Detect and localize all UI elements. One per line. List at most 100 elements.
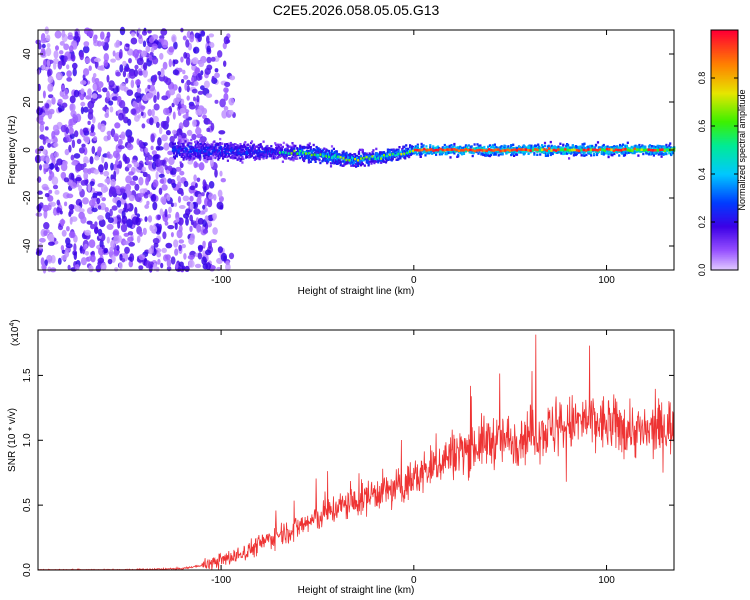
spectrogram-band-cell	[205, 152, 208, 155]
spectrogram-core-cell	[302, 151, 304, 154]
spectrogram-band-cell	[281, 145, 284, 149]
spectrogram-noise-cell	[156, 121, 160, 128]
spectrogram-noise-cell	[136, 106, 141, 114]
colorbar-cell	[711, 200, 738, 203]
spectrogram-noise-cell	[94, 221, 98, 227]
spectrogram-core-cell	[439, 147, 442, 151]
spectrogram-core-cell	[566, 148, 569, 152]
spectrogram-noise-cell	[228, 252, 235, 260]
spectrogram-noise-cell	[59, 210, 63, 215]
colorbar-cell	[711, 176, 738, 179]
spectrogram-band-cell	[624, 149, 627, 152]
spectrogram-noise-cell	[166, 258, 172, 268]
spectrogram-noise-cell	[57, 257, 62, 265]
spectrogram-band-cell	[478, 150, 481, 154]
spectrogram-noise-cell	[138, 254, 146, 261]
spectrogram-band-cell	[471, 154, 474, 158]
spectrogram-noise-cell	[142, 227, 147, 236]
spectrogram-core-cell	[365, 156, 368, 159]
spectrogram-band-cell	[212, 153, 215, 157]
spectrogram-noise-cell	[155, 171, 159, 180]
spectrogram-noise-cell	[97, 81, 104, 89]
spectrogram-band-cell	[193, 157, 196, 160]
spectrogram-noise-cell	[134, 183, 140, 191]
snr-x-tick-label: 0	[411, 575, 417, 586]
spectrogram-band-cell	[513, 154, 516, 157]
spectrogram-noise-cell	[119, 26, 126, 36]
spectrogram-noise-cell	[157, 71, 162, 76]
spectrogram-band-cell	[253, 148, 256, 151]
spectrogram-core-cell	[345, 158, 348, 162]
spectrogram-noise-cell	[195, 127, 202, 135]
spectrogram-noise-cell	[43, 209, 48, 219]
spectrogram-band-cell	[303, 146, 306, 150]
spectrogram-band-cell	[649, 147, 653, 150]
snr-y-tick-label: 1.5	[22, 368, 33, 382]
colorbar-cell	[711, 264, 738, 267]
colorbar-cell	[711, 216, 738, 219]
spectrogram-noise-cell	[140, 111, 144, 116]
spectrogram-band-cell	[654, 145, 657, 149]
spectrogram-band-cell	[449, 156, 452, 159]
spectrogram-x-tick-label: 100	[598, 275, 615, 286]
spectrogram-noise-cell	[73, 153, 81, 159]
spectrogram-noise-cell	[118, 100, 126, 109]
snr-x-axis-label: Height of straight line (km)	[298, 585, 415, 596]
spectrogram-band-cell	[276, 147, 279, 150]
spectrogram-noise-cell	[152, 57, 159, 65]
spectrogram-band-cell	[582, 145, 585, 148]
spectrogram-band-cell	[322, 159, 325, 162]
spectrogram-noise-cell	[83, 156, 89, 163]
colorbar-cell	[711, 36, 738, 39]
spectrogram-core-cell	[413, 148, 417, 152]
colorbar-cell	[711, 64, 738, 67]
spectrogram-noise-cell	[206, 56, 212, 64]
spectrogram-noise-cell	[178, 261, 184, 267]
spectrogram-core-cell	[640, 148, 643, 152]
spectrogram-noise-cell	[72, 62, 78, 70]
spectrogram-band-cell	[265, 156, 268, 160]
spectrogram-band-cell	[493, 143, 496, 146]
colorbar-cell	[711, 148, 738, 151]
spectrogram-noise-cell	[165, 254, 171, 260]
spectrogram-band-cell	[191, 153, 194, 156]
spectrogram-band-cell	[416, 144, 419, 148]
spectrogram-noise-cell	[43, 222, 50, 230]
spectrogram-noise-cell	[63, 43, 70, 51]
spectrogram-band-cell	[546, 152, 549, 155]
spectrogram-noise-cell	[91, 145, 96, 155]
colorbar-cell	[711, 252, 738, 255]
spectrogram-noise-cell	[90, 254, 96, 263]
colorbar-cell	[711, 156, 738, 159]
spectrogram-band-cell	[214, 156, 217, 160]
spectrogram-band-cell	[309, 160, 312, 163]
spectrogram-noise-cell	[189, 34, 195, 43]
spectrogram-noise-cell	[145, 177, 150, 186]
snr-x-tick-label: 100	[598, 575, 615, 586]
spectrogram-band-cell	[326, 149, 329, 152]
spectrogram-noise-cell	[223, 92, 229, 101]
spectrogram-band-cell	[184, 152, 187, 155]
spectrogram-noise-cell	[41, 264, 47, 271]
spectrogram-band-cell	[319, 161, 322, 165]
spectrogram-core-cell	[322, 155, 325, 158]
spectrogram-band-cell	[223, 143, 227, 146]
spectrogram-noise-cell	[103, 59, 109, 67]
spectrogram-band-cell	[616, 151, 619, 154]
spectrogram-noise-cell	[192, 119, 197, 127]
spectrogram-core-cell	[432, 149, 435, 152]
spectrogram-noise-cell	[97, 228, 103, 237]
spectrogram-core-cell	[483, 149, 486, 152]
colorbar-cell	[711, 222, 738, 225]
spectrogram-band-cell	[616, 145, 619, 148]
spectrogram-noise-cell	[203, 80, 210, 89]
spectrogram-band-cell	[274, 142, 277, 145]
spectrogram-band-cell	[277, 147, 281, 150]
spectrogram-noise-cell	[155, 145, 161, 151]
spectrogram-noise-cell	[48, 241, 55, 246]
spectrogram-core-cell	[513, 148, 516, 151]
spectrogram-core-cell	[430, 148, 433, 151]
spectrogram-noise-cell	[147, 161, 153, 166]
spectrogram-noise-cell	[205, 262, 211, 271]
spectrogram-noise-cell	[92, 83, 97, 91]
